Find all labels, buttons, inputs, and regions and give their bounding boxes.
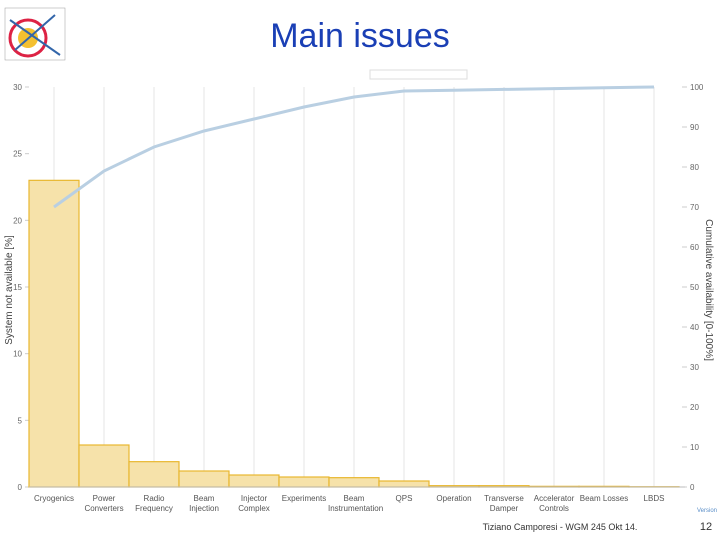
bar bbox=[78, 444, 130, 488]
bar bbox=[128, 461, 180, 488]
bar bbox=[378, 480, 430, 488]
logo bbox=[4, 7, 66, 61]
y2-tick-label: 90 bbox=[690, 123, 699, 132]
x-tick-label: Radio Frequency bbox=[135, 494, 173, 513]
bar bbox=[178, 470, 230, 488]
bar bbox=[28, 179, 80, 488]
y2-tick-label: 20 bbox=[690, 403, 699, 412]
x-tick-label: Experiments bbox=[281, 494, 327, 503]
y-tick-label: 5 bbox=[18, 416, 23, 425]
y-tick-label: 25 bbox=[13, 150, 22, 159]
x-tick-label: Power Converters bbox=[84, 494, 124, 513]
y2-tick-label: 10 bbox=[690, 443, 699, 452]
x-tick-label: Beam Injection bbox=[189, 494, 219, 513]
x-tick-label: Cryogenics bbox=[33, 494, 74, 503]
y2-tick-label: 0 bbox=[690, 483, 695, 492]
y2-tick-label: 40 bbox=[690, 323, 699, 332]
legend-box bbox=[369, 69, 468, 80]
y-tick-label: 10 bbox=[13, 350, 22, 359]
slide-title: Main issues bbox=[270, 17, 450, 55]
x-tick-label: LBDS bbox=[643, 494, 665, 503]
x-tick-label: Operation bbox=[436, 494, 472, 503]
y2-tick-label: 80 bbox=[690, 163, 699, 172]
y-tick-label: 30 bbox=[13, 83, 22, 92]
y2-tick-label: 100 bbox=[690, 83, 704, 92]
x-tick-label: QPS bbox=[395, 494, 413, 503]
x-tick-label: Beam Instrumentation bbox=[328, 494, 384, 513]
x-tick-label: Transverse Damper bbox=[484, 494, 524, 513]
y-tick-label: 20 bbox=[13, 216, 22, 225]
y-tick-label: 0 bbox=[18, 483, 23, 492]
x-tick-label: Accelerator Controls bbox=[533, 494, 575, 513]
corner-note: Version bbox=[697, 508, 717, 514]
cumulative-line bbox=[53, 85, 655, 209]
y-tick-label: 15 bbox=[13, 283, 22, 292]
bar bbox=[228, 474, 280, 488]
bar bbox=[278, 476, 330, 488]
y2-tick-label: 30 bbox=[690, 363, 699, 372]
footer: Tiziano Camporesi - WGM 245 Okt 14. bbox=[483, 522, 638, 532]
x-tick-label: Injector Complex bbox=[238, 494, 270, 513]
y2-tick-label: 70 bbox=[690, 203, 699, 212]
y-axis-label: System not available [%] bbox=[4, 235, 15, 345]
y2-axis-label: Cumulative availability [0-100%] bbox=[703, 219, 714, 361]
x-tick-label: Beam Losses bbox=[579, 494, 629, 503]
y2-tick-label: 50 bbox=[690, 283, 699, 292]
y2-tick-label: 60 bbox=[690, 243, 699, 252]
bar bbox=[328, 477, 380, 488]
page-number: 12 bbox=[700, 521, 712, 533]
